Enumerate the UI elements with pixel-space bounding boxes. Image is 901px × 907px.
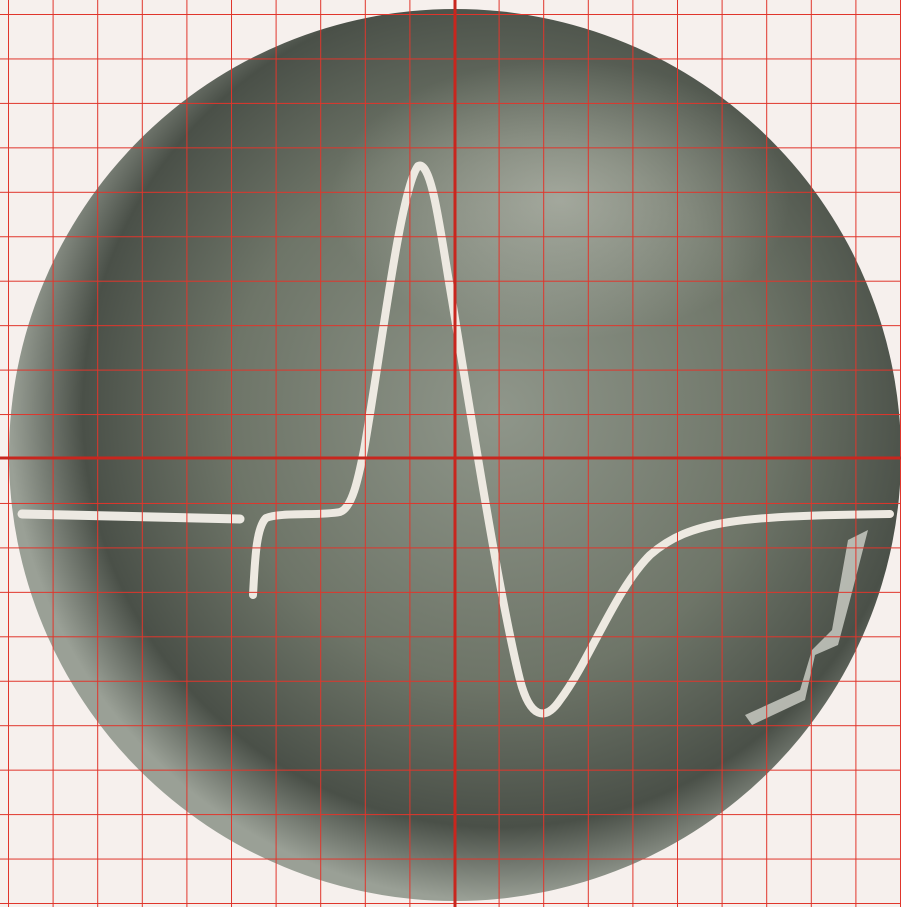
oscilloscope-photo [0, 0, 901, 907]
graticule-grid [0, 0, 901, 907]
page: {} [0, 0, 901, 907]
